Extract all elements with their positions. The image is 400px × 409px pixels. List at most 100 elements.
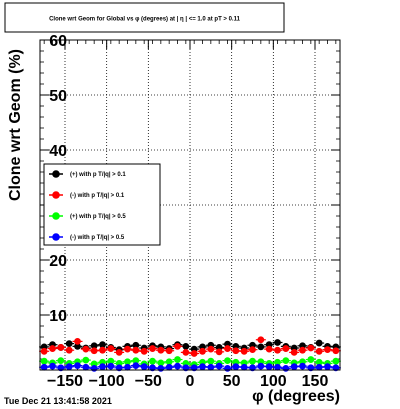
x-axis-title: φ (degrees) [252, 388, 340, 405]
data-point [215, 362, 223, 370]
data-point [157, 359, 165, 367]
chart-title: Clone wrt Geom for Global vs φ (degrees)… [49, 17, 241, 23]
data-point [65, 363, 73, 371]
data-point [165, 363, 173, 371]
series-4 [39, 362, 341, 372]
data-point [315, 347, 323, 355]
data-point [74, 338, 81, 345]
data-point [290, 349, 298, 356]
data-point [207, 345, 215, 353]
data-point [249, 346, 256, 354]
data-point [290, 363, 298, 371]
data-point [174, 342, 181, 350]
data-point [99, 363, 106, 371]
y-tick-label: 40 [49, 143, 67, 160]
data-point [332, 357, 340, 365]
x-tick-label: 0 [186, 373, 195, 390]
data-point [65, 340, 73, 347]
legend-marker [52, 212, 60, 220]
data-point [49, 362, 56, 370]
data-point [74, 362, 81, 369]
data-point [257, 336, 265, 344]
data-point [207, 363, 215, 371]
legend-marker [52, 170, 60, 178]
data-point [240, 363, 248, 371]
y-tick-label: 50 [49, 88, 67, 105]
data-point [99, 346, 106, 354]
data-point [240, 347, 248, 355]
data-point [232, 347, 240, 355]
data-point [199, 363, 206, 371]
legend-frame [43, 163, 161, 246]
data-point [124, 358, 131, 366]
data-point [40, 347, 48, 355]
data-point [90, 342, 98, 350]
data-point [40, 363, 48, 371]
data-point [299, 362, 306, 370]
data-point [199, 347, 206, 355]
data-point [149, 345, 156, 352]
data-point [57, 344, 65, 351]
data-point [90, 347, 98, 355]
data-point [282, 357, 290, 365]
data-point [74, 342, 81, 350]
title-box-frame [4, 2, 285, 33]
y-tick-label: 60 [49, 33, 67, 50]
data-point [315, 358, 323, 366]
data-point [282, 345, 290, 352]
y-axis-title: Clone wrt Geom (%) [7, 49, 24, 201]
data-point [257, 362, 265, 370]
series-2 [39, 336, 341, 357]
data-point [49, 345, 56, 352]
data-point [107, 345, 115, 352]
data-point [65, 346, 73, 354]
data-point [82, 356, 90, 364]
data-point [224, 364, 231, 372]
data-point [324, 346, 331, 354]
data-point [107, 357, 115, 365]
data-point [165, 347, 173, 355]
data-point [140, 347, 148, 355]
x-tick-label: −50 [135, 373, 162, 390]
data-point [299, 346, 306, 354]
data-point [174, 356, 181, 363]
data-point [307, 344, 315, 352]
legend-label: (-) with p T/|q| > 0.1 [70, 193, 125, 199]
data-marks [39, 336, 341, 372]
timestamp: Tue Dec 21 13:41:58 2021 [4, 396, 112, 406]
data-point [157, 364, 165, 372]
data-point [265, 345, 273, 353]
data-point [215, 348, 223, 356]
x-tick-label: 100 [260, 373, 287, 390]
data-point [265, 363, 273, 371]
data-point [315, 363, 323, 371]
x-tick-label: 50 [223, 373, 241, 390]
data-point [224, 357, 231, 365]
data-point [307, 356, 315, 363]
plot-frame [39, 39, 341, 371]
data-point [274, 358, 281, 366]
legend-marker [52, 233, 60, 241]
title-box: Clone wrt Geom for Global vs φ (degrees)… [4, 2, 285, 33]
data-point [282, 364, 290, 372]
legend: (+) with p T/|q| > 0.1 (-) with p T/|q| >… [43, 163, 161, 246]
data-point [57, 357, 65, 365]
data-point [82, 345, 90, 353]
data-point [124, 345, 131, 353]
data-point [132, 346, 140, 354]
data-point [332, 347, 340, 355]
data-point [124, 363, 131, 371]
data-point [315, 339, 323, 347]
data-point [99, 341, 106, 349]
data-point [132, 357, 140, 365]
data-point [140, 363, 148, 371]
legend-label: (+) with p T/|q| > 0.5 [70, 214, 126, 220]
x-tick-label: −100 [89, 373, 125, 390]
legend-label: (+) with p T/|q| > 0.1 [70, 172, 126, 178]
data-point [165, 358, 173, 366]
data-point [132, 341, 140, 349]
data-point [149, 357, 156, 365]
data-point [257, 343, 265, 351]
data-point [190, 350, 198, 357]
